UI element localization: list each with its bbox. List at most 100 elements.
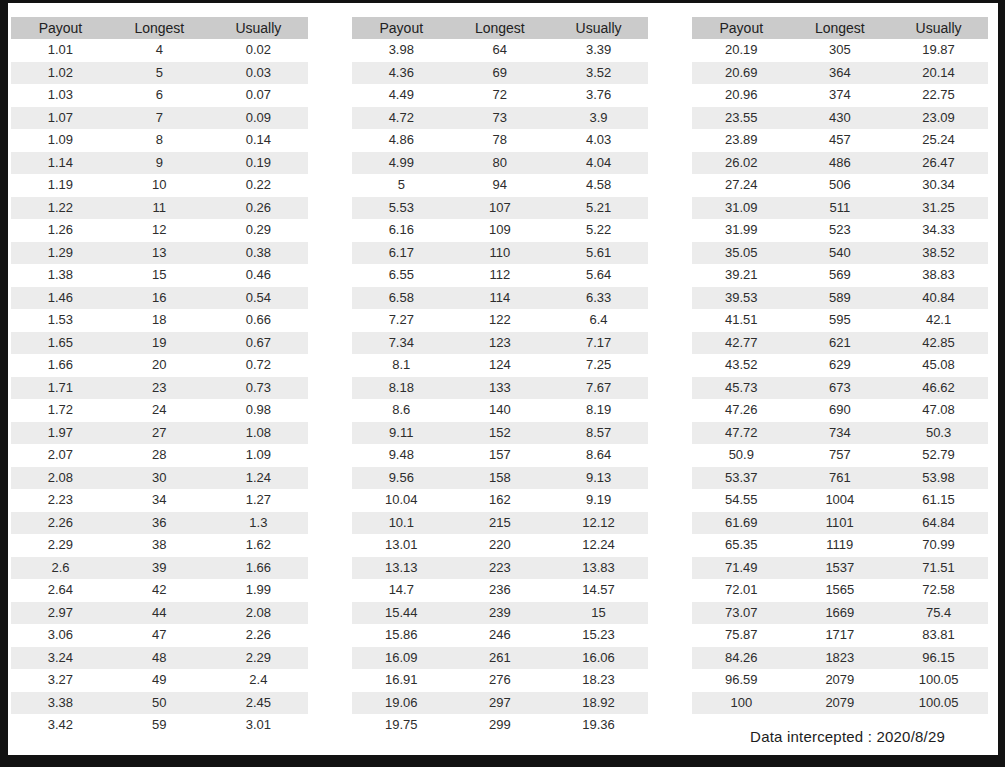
table-cell: 220 bbox=[451, 534, 550, 557]
table-cell: 261 bbox=[451, 647, 550, 670]
table-cell: 34 bbox=[110, 489, 209, 512]
table-row: 5944.58 bbox=[352, 174, 648, 197]
table-cell: 523 bbox=[791, 219, 890, 242]
table-cell: 0.07 bbox=[209, 84, 308, 107]
table-cell: 47 bbox=[110, 624, 209, 647]
table-cell: 19.75 bbox=[352, 714, 451, 737]
table-row: 23.8945725.24 bbox=[692, 129, 988, 152]
table-cell: 1101 bbox=[791, 512, 890, 535]
column-header-payout: Payout bbox=[11, 17, 110, 39]
table-row: 53.3776153.98 bbox=[692, 467, 988, 490]
table-cell: 5.21 bbox=[549, 197, 648, 220]
table-cell: 0.67 bbox=[209, 332, 308, 355]
table-cell: 20.14 bbox=[889, 62, 988, 85]
table-row: 26.0248626.47 bbox=[692, 152, 988, 175]
table-cell: 2.08 bbox=[209, 602, 308, 625]
table-cell: 15.44 bbox=[352, 602, 451, 625]
table-cell: 13.13 bbox=[352, 557, 451, 580]
table-cell: 28 bbox=[110, 444, 209, 467]
table-row: 13.1322313.83 bbox=[352, 557, 648, 580]
table-row: 6.551125.64 bbox=[352, 264, 648, 287]
table-cell: 1.53 bbox=[11, 309, 110, 332]
table-row: 4.86784.03 bbox=[352, 129, 648, 152]
table-cell: 35.05 bbox=[692, 242, 791, 265]
table-cell: 4.04 bbox=[549, 152, 648, 175]
table-cell: 158 bbox=[451, 467, 550, 490]
table-cell: 16.91 bbox=[352, 669, 451, 692]
table-cell: 1.46 bbox=[11, 287, 110, 310]
table-cell: 16.06 bbox=[549, 647, 648, 670]
table-cell: 673 bbox=[791, 377, 890, 400]
table-row: 39.2156938.83 bbox=[692, 264, 988, 287]
table-cell: 6.58 bbox=[352, 287, 451, 310]
table-cell: 54.55 bbox=[692, 489, 791, 512]
table-cell: 1.22 bbox=[11, 197, 110, 220]
table-row: 8.11247.25 bbox=[352, 354, 648, 377]
table-cell: 20.96 bbox=[692, 84, 791, 107]
table-row: 2.29381.62 bbox=[11, 534, 308, 557]
table-row: 14.723614.57 bbox=[352, 579, 648, 602]
table-cell: 629 bbox=[791, 354, 890, 377]
table-cell: 31.99 bbox=[692, 219, 791, 242]
table-cell: 569 bbox=[791, 264, 890, 287]
table-header-row: Payout Longest Usually bbox=[692, 17, 988, 39]
table-cell: 7 bbox=[110, 107, 209, 130]
table-row: 20.9637422.75 bbox=[692, 84, 988, 107]
table-cell: 15.86 bbox=[352, 624, 451, 647]
table-cell: 94 bbox=[451, 174, 550, 197]
table-cell: 1.29 bbox=[11, 242, 110, 265]
table-row: 84.26182396.15 bbox=[692, 647, 988, 670]
table-cell: 20 bbox=[110, 354, 209, 377]
table-cell: 2.29 bbox=[209, 647, 308, 670]
table-cell: 6 bbox=[110, 84, 209, 107]
table-cell: 1.24 bbox=[209, 467, 308, 490]
table-cell: 0.26 bbox=[209, 197, 308, 220]
table-cell: 48 bbox=[110, 647, 209, 670]
column-header-longest: Longest bbox=[451, 17, 550, 39]
table-cell: 72.58 bbox=[889, 579, 988, 602]
table-cell: 1.62 bbox=[209, 534, 308, 557]
table-cell: 5.22 bbox=[549, 219, 648, 242]
table-cell: 78 bbox=[451, 129, 550, 152]
table-cell: 1537 bbox=[791, 557, 890, 580]
table-cell: 18.23 bbox=[549, 669, 648, 692]
table-cell: 36 bbox=[110, 512, 209, 535]
table-cell: 0.73 bbox=[209, 377, 308, 400]
table-cell: 1.01 bbox=[11, 39, 110, 62]
table-cell: 7.25 bbox=[549, 354, 648, 377]
table-row: 1.46160.54 bbox=[11, 287, 308, 310]
table-row: 72.01156572.58 bbox=[692, 579, 988, 602]
column-header-usually: Usually bbox=[889, 17, 988, 39]
table-cell: 53.37 bbox=[692, 467, 791, 490]
table-cell: 124 bbox=[451, 354, 550, 377]
table-cell: 123 bbox=[451, 332, 550, 355]
table-row: 10.041629.19 bbox=[352, 489, 648, 512]
table-cell: 50.3 bbox=[889, 422, 988, 445]
table-cell: 4.49 bbox=[352, 84, 451, 107]
table-row: 6.161095.22 bbox=[352, 219, 648, 242]
table-row: 1.29130.38 bbox=[11, 242, 308, 265]
table-cell: 109 bbox=[451, 219, 550, 242]
table-cell: 1.09 bbox=[209, 444, 308, 467]
table-cell: 47.72 bbox=[692, 422, 791, 445]
table-cell: 276 bbox=[451, 669, 550, 692]
table-cell: 61.69 bbox=[692, 512, 791, 535]
table-cell: 2.4 bbox=[209, 669, 308, 692]
table-cell: 2.45 bbox=[209, 692, 308, 715]
table-cell: 6.16 bbox=[352, 219, 451, 242]
table-cell: 621 bbox=[791, 332, 890, 355]
table-cell: 72 bbox=[451, 84, 550, 107]
column-header-longest: Longest bbox=[110, 17, 209, 39]
table-cell: 13 bbox=[110, 242, 209, 265]
table-row: 42.7762142.85 bbox=[692, 332, 988, 355]
table-row: 3.27492.4 bbox=[11, 669, 308, 692]
table-cell: 10.1 bbox=[352, 512, 451, 535]
table-cell: 0.22 bbox=[209, 174, 308, 197]
table-cell: 1004 bbox=[791, 489, 890, 512]
table-cell: 5.61 bbox=[549, 242, 648, 265]
table-cell: 1.3 bbox=[209, 512, 308, 535]
table-cell: 80 bbox=[451, 152, 550, 175]
table-cell: 1669 bbox=[791, 602, 890, 625]
table-row: 41.5159542.1 bbox=[692, 309, 988, 332]
table-cell: 20.19 bbox=[692, 39, 791, 62]
